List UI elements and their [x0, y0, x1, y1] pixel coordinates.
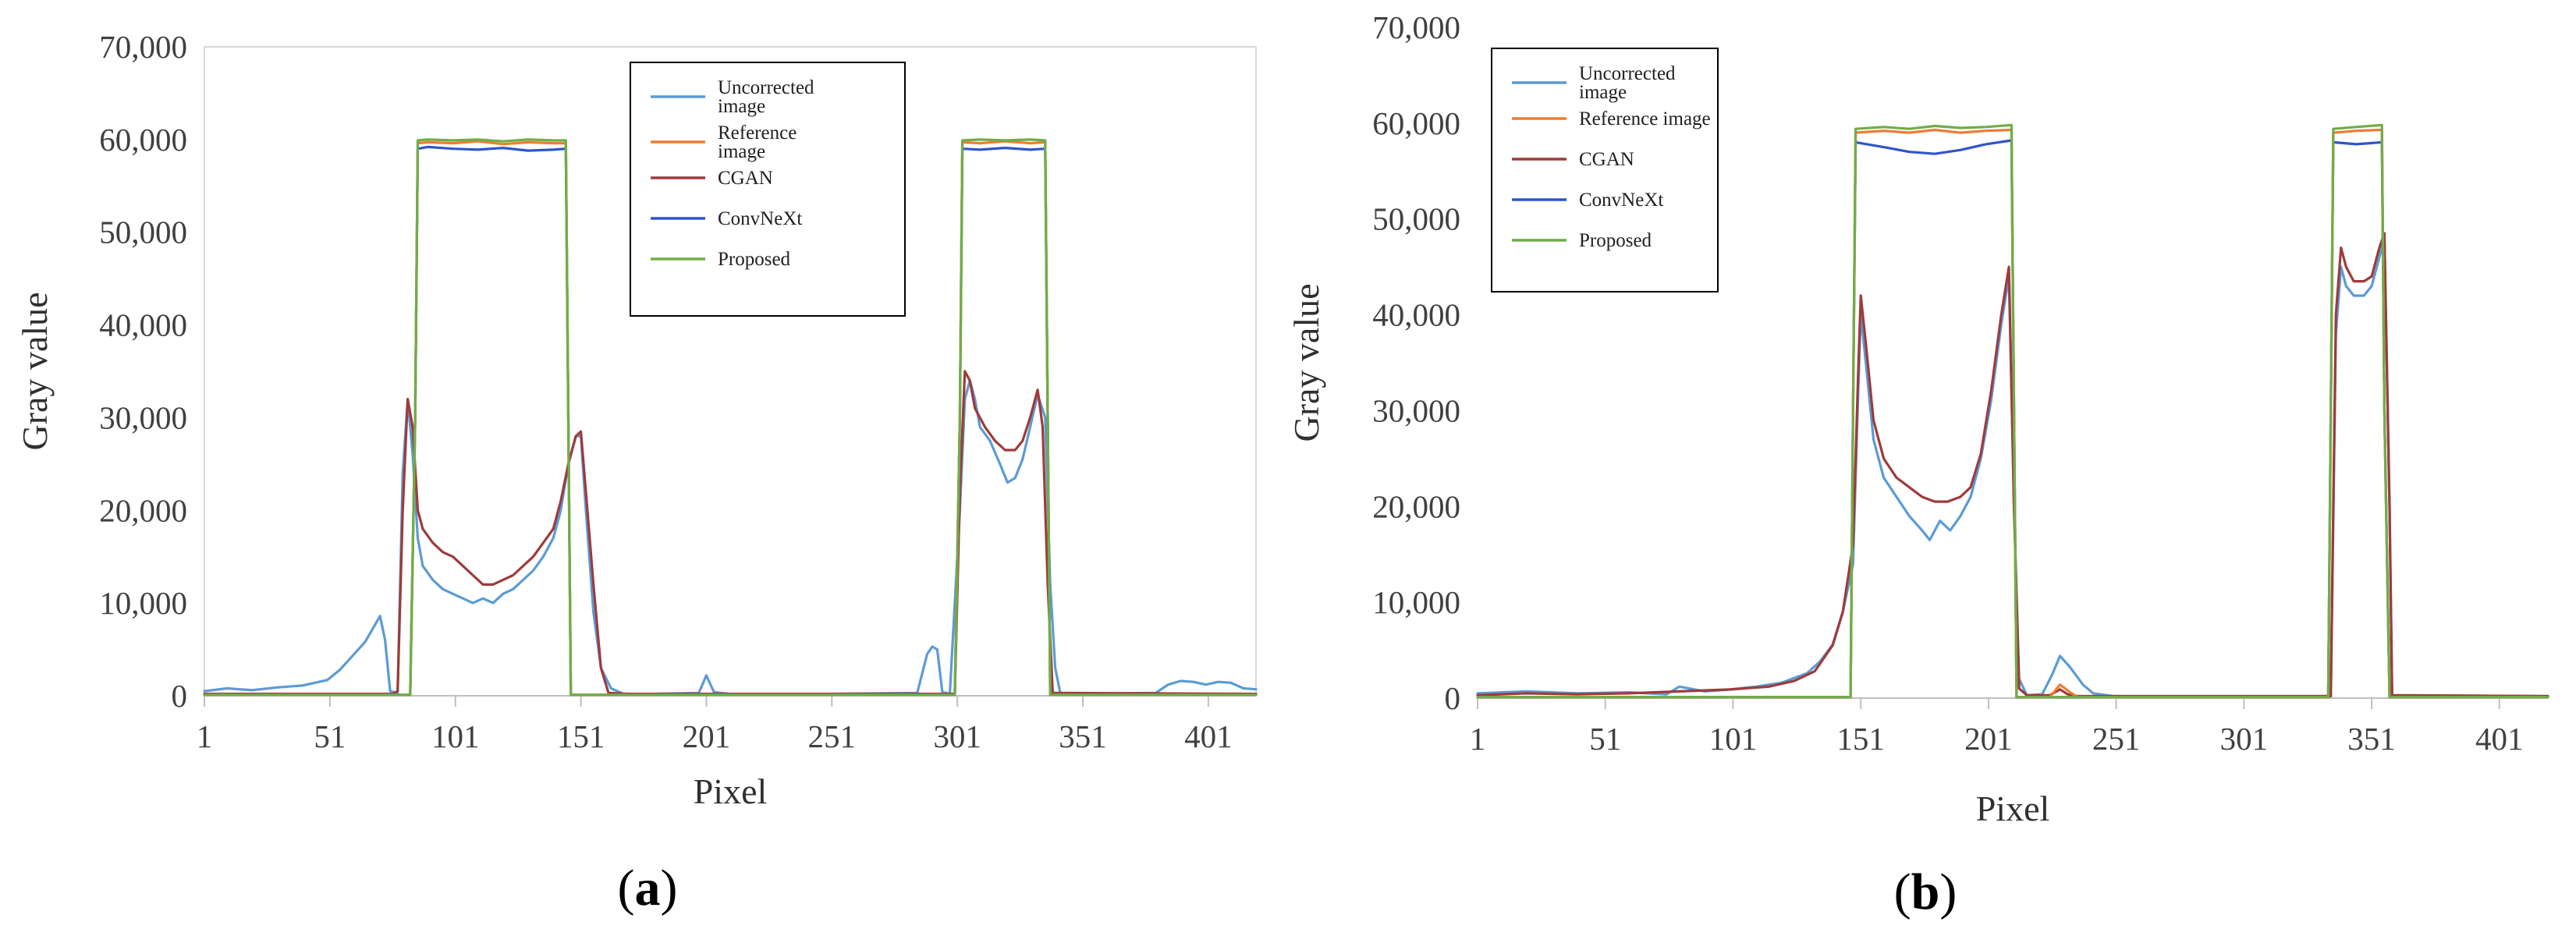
legend-label: Reference image	[1579, 108, 1711, 129]
y-tick-label: 60,000	[99, 122, 187, 158]
legend-label: CGAN	[718, 168, 773, 189]
caption-letter: b	[1911, 863, 1940, 920]
legend-label: ConvNeXt	[1579, 190, 1663, 211]
caption-open: (	[1894, 863, 1911, 920]
x-tick-label: 301	[933, 718, 981, 754]
x-tick-label: 201	[1964, 721, 2013, 757]
y-tick-label: 70,000	[1372, 9, 1460, 45]
legend-box	[1491, 48, 1719, 292]
y-tick-label: 10,000	[99, 585, 187, 621]
x-tick-label: 101	[1709, 721, 1758, 757]
chart-a: 0 10,000 20,000 30,000 40,000 50,000 60,000 70,…	[15, 29, 1258, 916]
y-tick-label: 50,000	[1372, 201, 1460, 237]
x-tick-label: 51	[314, 718, 346, 754]
series-line-uncorrected-image	[1476, 236, 2549, 698]
legend-label: CGAN	[1579, 149, 1634, 170]
y-tick-label: 30,000	[1372, 392, 1460, 428]
series-line-uncorrected-image	[203, 379, 1258, 696]
series-line-cgan	[203, 370, 1258, 696]
x-tick-label: 351	[2347, 721, 2396, 757]
legend-label: image	[718, 141, 765, 162]
caption-close: )	[1939, 863, 1957, 920]
series-line-proposed	[1476, 123, 2549, 699]
y-axis-title: Gray value	[15, 292, 55, 450]
legend-box	[630, 62, 906, 317]
x-tick-label: 51	[1589, 721, 1621, 757]
y-tick-label: 60,000	[1372, 105, 1460, 141]
caption-close: )	[661, 860, 678, 916]
caption-open: (	[618, 860, 635, 916]
legend: UncorrectedimageReferenceimageCGANConvNe…	[630, 62, 906, 317]
y-tick-label: 70,000	[99, 29, 187, 65]
y-tick-label: 20,000	[99, 492, 187, 528]
caption-letter: a	[635, 860, 661, 916]
x-tick-label: 101	[431, 718, 480, 754]
y-tick-label: 0	[1445, 680, 1461, 716]
x-tick-label: 251	[2092, 721, 2141, 757]
legend-label: image	[718, 96, 765, 117]
y-tick-label: 0	[172, 678, 188, 714]
x-tick-label: 1	[197, 718, 213, 754]
legend-label: Proposed	[718, 249, 791, 270]
panel-caption: (b)	[1894, 863, 1957, 920]
legend-label: image	[1579, 82, 1627, 103]
x-tick-label: 1	[1470, 721, 1486, 757]
panel-caption: (a)	[618, 860, 678, 916]
x-axis-title: Pixel	[1976, 789, 2050, 828]
legend-label: Uncorrected	[1579, 63, 1676, 84]
y-tick-label: 10,000	[1372, 584, 1460, 620]
y-tick-label: 50,000	[99, 214, 187, 250]
x-axis-title: Pixel	[694, 771, 768, 811]
y-axis-title: Gray value	[1286, 283, 1326, 441]
x-tick-label: 351	[1059, 718, 1107, 754]
series-line-proposed	[203, 138, 1258, 697]
y-tick-label: 30,000	[99, 399, 187, 435]
x-tick-label: 201	[683, 718, 731, 754]
x-tick-label: 401	[1184, 718, 1233, 754]
x-tick-label: 151	[1836, 721, 1885, 757]
x-tick-label: 251	[808, 718, 857, 754]
x-tick-label: 401	[2475, 721, 2524, 757]
x-tick-label: 151	[557, 718, 605, 754]
legend-label: ConvNeXt	[718, 208, 802, 229]
legend-label: Proposed	[1579, 230, 1652, 251]
y-tick-label: 20,000	[1372, 488, 1460, 524]
x-tick-label: 301	[2220, 721, 2269, 757]
chart-b: 0 10,000 20,000 30,000 40,000 50,000 60,000 70,…	[1286, 9, 2549, 920]
legend-label: Reference	[718, 122, 797, 144]
series-line-cgan	[1476, 232, 2549, 698]
y-tick-label: 40,000	[99, 307, 187, 343]
y-tick-label: 40,000	[1372, 297, 1460, 333]
legend-label: Uncorrected	[718, 77, 814, 98]
